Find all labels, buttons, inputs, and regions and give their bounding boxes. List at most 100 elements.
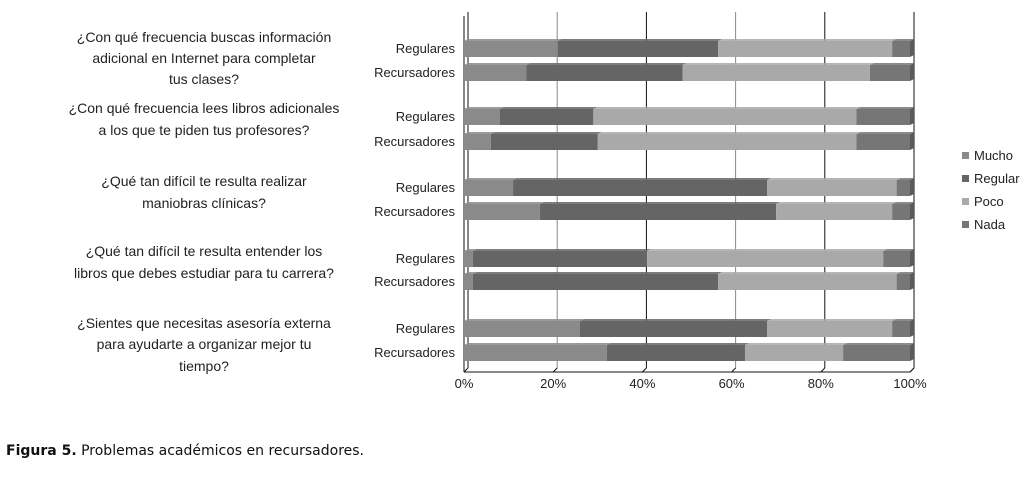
bar-segment-nada	[892, 41, 910, 57]
figure-caption: Figura 5. Problemas académicos en recurs…	[6, 443, 364, 459]
bar-end-face	[910, 202, 914, 220]
bar-segment-poco	[718, 274, 897, 290]
x-tick-label: 60%	[719, 376, 745, 391]
bar-segment-mucho	[464, 109, 500, 125]
bar-segment-regular	[606, 345, 745, 361]
legend-label: Nada	[974, 217, 1006, 232]
bar-segment-top	[606, 343, 749, 345]
bar-segment-mucho	[464, 41, 558, 57]
x-tick	[552, 367, 558, 373]
bar-segment-mucho	[464, 134, 491, 150]
question-label: ¿Qué tan difícil te resulta realizar	[101, 173, 307, 189]
bar-end-face	[910, 178, 914, 196]
bar-segment-top	[856, 107, 914, 109]
legend-label: Poco	[974, 194, 1004, 209]
bar-end-face	[910, 343, 914, 361]
stacked-bar-chart: 0% 20% 40% 60% 80% 100% ¿Con qué frecuencia bu…	[69, 12, 1020, 391]
bar-segment-mucho	[464, 180, 514, 196]
bar-segment-nada	[892, 204, 910, 220]
bar-segment-top	[718, 39, 897, 41]
bar-segment-top	[464, 272, 477, 274]
bar-end-face	[910, 132, 914, 150]
legend-label: Regular	[974, 171, 1020, 186]
bar-segment-regular	[526, 65, 683, 81]
bar-end-face	[910, 63, 914, 81]
caption-label: Figura 5.	[6, 443, 77, 459]
bar-segment-regular	[539, 204, 777, 220]
bar-segment-top	[464, 107, 504, 109]
bar-segment-nada	[843, 345, 910, 361]
bar-segment-regular	[513, 180, 768, 196]
question-label: tiempo?	[179, 358, 229, 374]
bar-segment-poco	[718, 41, 893, 57]
bar-segment-poco	[767, 321, 893, 337]
group-label: Regulares	[396, 180, 456, 195]
bar-segment-poco	[776, 204, 893, 220]
bar-segment-regular	[557, 41, 719, 57]
bar-segment-poco	[597, 134, 857, 150]
bar-segment-top	[892, 202, 914, 204]
bar-segment-nada	[896, 274, 910, 290]
bar-segment-top	[464, 343, 611, 345]
x-tick-label: 40%	[629, 376, 655, 391]
bar-segment-top	[892, 39, 914, 41]
bar-segment-top	[490, 132, 602, 134]
bar-segment-top	[896, 272, 914, 274]
bar-end-face	[910, 272, 914, 290]
bar-end-face	[910, 39, 914, 57]
question-label: tus clases?	[169, 71, 239, 87]
bar-end-face	[910, 107, 914, 125]
caption-text: Problemas académicos en recursadores.	[76, 443, 364, 459]
bar-segment-top	[539, 202, 781, 204]
bar-segment-top	[896, 178, 914, 180]
group-label: Recursadores	[374, 134, 455, 149]
x-tick	[642, 367, 647, 373]
bar-segment-mucho	[464, 204, 540, 220]
question-label: para ayudarte a organizar mejor tu	[97, 336, 312, 352]
bar-segment-top	[869, 63, 914, 65]
bar-segment-top	[464, 202, 544, 204]
question-label: ¿Qué tan difícil te resulta entender los	[86, 243, 323, 259]
bar-segment-nada	[869, 65, 910, 81]
bar-segment-top	[843, 343, 914, 345]
bar-segment-nada	[856, 109, 910, 125]
bar-segment-top	[579, 319, 772, 321]
question-label: ¿Sientes que necesitas asesoría externa	[77, 315, 331, 331]
bar-segment-nada	[883, 251, 910, 267]
x-tick	[463, 367, 469, 373]
bar-segment-top	[718, 272, 901, 274]
bar-segment-regular	[579, 321, 768, 337]
bar-segment-regular	[472, 274, 719, 290]
bar-segment-nada	[856, 134, 910, 150]
bar-segment-mucho	[464, 274, 473, 290]
x-tick	[731, 367, 736, 373]
bar-segment-top	[472, 272, 723, 274]
bar-segment-top	[557, 39, 723, 41]
x-tick	[820, 367, 826, 373]
bar-segment-top	[526, 63, 687, 65]
bar-segment-regular	[499, 109, 594, 125]
question-label: ¿Con qué frecuencia lees libros adiciona…	[69, 100, 340, 116]
bar-segment-top	[682, 63, 874, 65]
bar-segment-nada	[892, 321, 910, 337]
bar-end-face	[910, 249, 914, 267]
question-label: ¿Con qué frecuencia buscas información	[77, 29, 331, 45]
legend-swatch	[962, 221, 969, 228]
bar-segment-top	[513, 178, 772, 180]
bar-segment-poco	[767, 180, 897, 196]
bar-segment-top	[856, 132, 914, 134]
group-label: Recursadores	[374, 274, 455, 289]
bar-segment-top	[464, 63, 531, 65]
group-label: Regulares	[396, 251, 456, 266]
legend-swatch	[962, 198, 969, 205]
x-tick-label: 80%	[808, 376, 834, 391]
bar-segment-poco	[744, 345, 844, 361]
bar-segment-mucho	[464, 65, 527, 81]
bar-segment-top	[767, 319, 897, 321]
bar-segment-top	[776, 202, 897, 204]
x-axis-corner	[909, 367, 915, 373]
legend-label: Mucho	[974, 148, 1013, 163]
bar-end-face	[910, 319, 914, 337]
bar-segment-top	[472, 249, 651, 251]
bar-segment-top	[597, 132, 861, 134]
